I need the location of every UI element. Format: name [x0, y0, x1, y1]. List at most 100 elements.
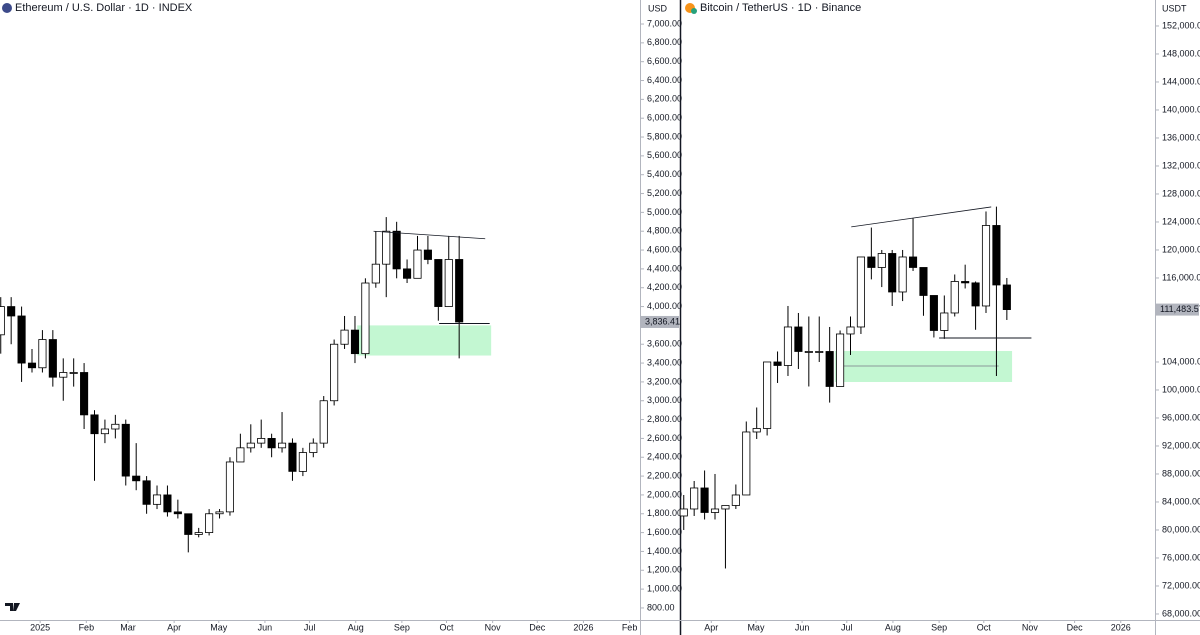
y-tick-label: 3,200.00: [647, 376, 682, 386]
candle-body: [752, 428, 761, 433]
x-tick-label: May: [747, 622, 765, 632]
x-tick-label: Sep: [394, 622, 410, 632]
candle-body: [142, 480, 151, 505]
y-tick-label: 152,000.00: [1162, 20, 1200, 30]
y-tick-label: 80,000.00: [1162, 524, 1200, 534]
candle-body: [27, 362, 37, 369]
last-price-box: [1156, 303, 1199, 316]
candle-body: [184, 513, 193, 535]
y-tick-label: 1,800.00: [647, 508, 682, 518]
x-tick-label: Nov: [485, 622, 502, 632]
x-tick-label: Dec: [1067, 622, 1084, 632]
last-price-label: 111,483.57: [1160, 304, 1200, 314]
candle-body: [804, 351, 813, 353]
y-tick-label: 5,600.00: [647, 150, 682, 160]
y-tick-label: 140,000.00: [1162, 104, 1200, 114]
x-tick-label: 2026: [1111, 622, 1131, 632]
candle-body: [80, 372, 89, 416]
y-tick-label: 1,200.00: [647, 565, 682, 575]
y-tick-label: 5,400.00: [647, 169, 682, 179]
candle-body: [163, 494, 172, 513]
candle-body: [288, 442, 297, 472]
candle-body: [309, 442, 318, 453]
y-tick-label: 120,000.00: [1162, 244, 1200, 254]
candle-body: [981, 225, 991, 307]
x-tick-label: Oct: [440, 622, 455, 632]
y-tick-label: 4,000.00: [647, 301, 682, 311]
x-tick-label: Jul: [304, 622, 316, 632]
y-tick-label: 116,000.00: [1162, 272, 1200, 282]
candle-body: [888, 253, 897, 293]
candle-body: [992, 225, 1001, 286]
y-tick-label: 132,000.00: [1162, 160, 1200, 170]
x-tick-label: Sep: [931, 622, 947, 632]
candle-body: [121, 423, 130, 477]
x-tick-label: Apr: [167, 622, 181, 632]
x-tick-label: 2025: [30, 622, 50, 632]
x-tick-label: May: [210, 622, 228, 632]
candle-body: [371, 263, 380, 284]
candle-body: [455, 259, 464, 323]
y-tick-label: 104,000.00: [1162, 356, 1200, 366]
currency-label: USDT: [1162, 3, 1187, 13]
candle-body: [794, 326, 803, 352]
candle-body: [382, 230, 391, 265]
y-tick-label: 2,200.00: [647, 470, 682, 480]
trendline: [373, 230, 486, 240]
x-tick-label: Feb: [79, 622, 95, 632]
y-tick-label: 1,400.00: [647, 546, 682, 556]
candle-body: [846, 326, 855, 335]
candle-body: [152, 494, 162, 505]
candle-body: [908, 256, 918, 268]
y-tick-label: 1,600.00: [647, 527, 682, 537]
candle-body: [277, 442, 287, 449]
y-tick-label: 4,200.00: [647, 282, 682, 292]
y-tick-label: 84,000.00: [1162, 496, 1200, 506]
y-tick-label: 68,000.00: [1162, 608, 1200, 618]
candle-body: [225, 461, 234, 513]
y-tick-label: 6,200.00: [647, 94, 682, 104]
candle-body: [742, 431, 751, 496]
y-tick-label: 6,400.00: [647, 75, 682, 85]
y-tick-label: 7,000.00: [647, 18, 682, 28]
candle-body: [929, 295, 938, 331]
candle-body: [1002, 284, 1011, 310]
y-tick-label: 6,800.00: [647, 37, 682, 47]
currency-label: USD: [648, 3, 668, 13]
x-tick-label: 2026: [573, 622, 593, 632]
candle-body: [38, 339, 47, 369]
candle-body: [69, 372, 78, 374]
candle-body: [434, 259, 443, 307]
chart-title: Ethereum / U.S. Dollar · 1D · INDEX: [15, 2, 193, 14]
y-tick-label: 96,000.00: [1162, 412, 1200, 422]
candle-body: [403, 268, 412, 279]
candle-body: [690, 487, 699, 510]
candle-body: [132, 475, 141, 482]
candle-body: [950, 281, 959, 314]
y-tick-label: 3,000.00: [647, 395, 682, 405]
y-tick-label: 92,000.00: [1162, 440, 1200, 450]
y-tick-label: 2,400.00: [647, 452, 682, 462]
y-tick-label: 6,600.00: [647, 56, 682, 66]
candle-body: [731, 494, 740, 506]
x-tick-label: Feb: [622, 622, 638, 632]
candle-body: [721, 505, 730, 510]
y-tick-label: 72,000.00: [1162, 580, 1200, 590]
y-tick-label: 5,000.00: [647, 207, 682, 217]
candle-body: [679, 508, 688, 517]
candle-body: [298, 452, 307, 472]
candle-body: [90, 414, 99, 435]
candle-body: [205, 513, 214, 533]
candle-body: [194, 532, 203, 535]
x-tick-label: Nov: [1022, 622, 1039, 632]
x-tick-label: Apr: [704, 622, 718, 632]
candle-body: [971, 282, 980, 307]
zone: [834, 350, 1013, 382]
candle-body: [17, 315, 26, 364]
candle-body: [919, 267, 928, 296]
candle-body: [898, 256, 907, 293]
y-tick-label: 4,400.00: [647, 263, 682, 273]
candle-body: [350, 329, 360, 355]
